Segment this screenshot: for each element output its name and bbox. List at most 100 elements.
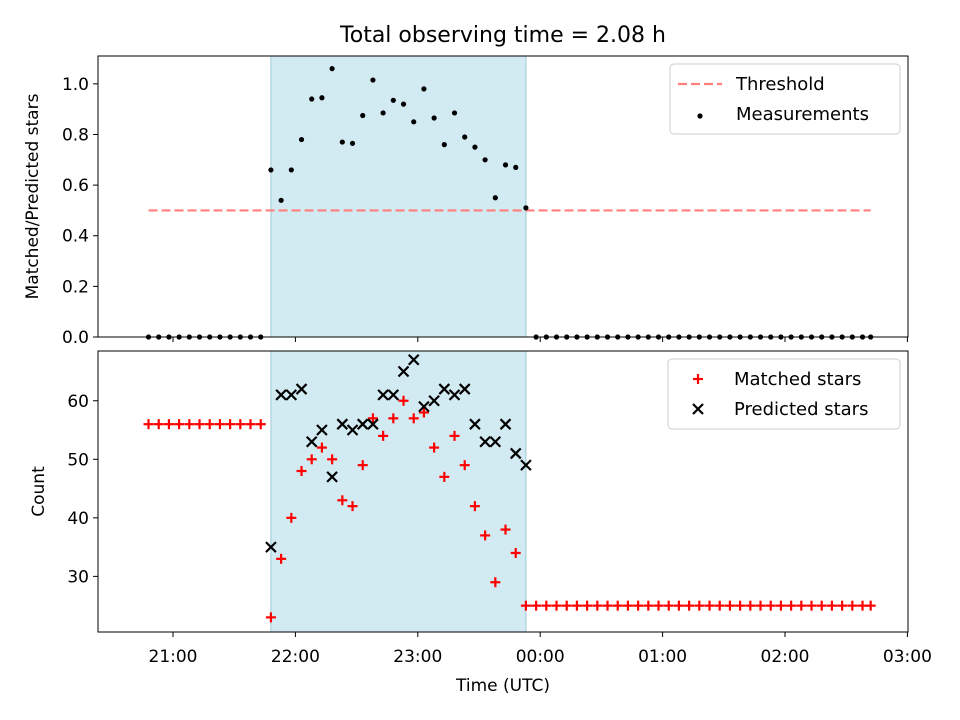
matched-stars-point xyxy=(865,600,876,611)
measurement-point xyxy=(421,86,427,92)
matched-stars-point xyxy=(388,413,399,424)
matched-stars-point xyxy=(561,600,572,611)
matched-stars-point xyxy=(276,553,287,564)
x-tick-label: 01:00 xyxy=(638,647,687,667)
x-tick-label: 22:00 xyxy=(271,647,320,667)
measurement-point xyxy=(288,167,294,173)
top-y-axis-label: Matched/Predicted stars xyxy=(23,93,43,299)
predicted-stars-point xyxy=(326,471,338,483)
x-axis-label: Time (UTC) xyxy=(455,676,550,696)
matched-stars-point xyxy=(755,600,766,611)
matched-stars-point xyxy=(643,600,654,611)
matched-stars-point xyxy=(245,419,256,430)
measurement-point xyxy=(400,101,407,107)
measurement-point xyxy=(298,136,305,143)
matched-stars-point xyxy=(480,530,491,541)
x-tick-label: 02:00 xyxy=(761,647,810,667)
measurement-point xyxy=(462,134,468,140)
matched-stars-point xyxy=(316,442,327,453)
predicted-stars-point xyxy=(367,418,379,430)
matched-stars-point xyxy=(449,430,460,441)
matched-stars-point xyxy=(582,600,593,611)
matched-stars-point xyxy=(622,600,633,611)
predicted-stars-point xyxy=(397,365,410,378)
matched-stars-point xyxy=(439,471,450,482)
matched-stars-point xyxy=(724,600,735,611)
matched-stars-point xyxy=(184,419,195,430)
y-tick-label: 0.8 xyxy=(62,125,89,145)
measurement-point xyxy=(329,66,335,72)
predicted-stars-point xyxy=(489,435,502,448)
measurement-point xyxy=(431,115,437,121)
matched-stars-point xyxy=(347,501,358,512)
matched-stars-point xyxy=(673,600,684,611)
predicted-stars-point xyxy=(448,389,461,401)
measurement-point xyxy=(360,112,366,119)
predicted-stars-point xyxy=(479,435,491,448)
legend-label: Measurements xyxy=(736,104,869,125)
matched-stars-point xyxy=(663,600,674,611)
measurement-point xyxy=(482,157,488,163)
y-tick-label: 0.4 xyxy=(62,227,89,247)
top-panel: 0.0 0.2 0.4 0.6 0.8 1.0 Total observing time … xyxy=(23,23,909,348)
measurement-point xyxy=(349,140,356,146)
predicted-stars-point xyxy=(387,389,400,401)
top-y-ticks: 0.0 0.2 0.4 0.6 0.8 1.0 xyxy=(62,75,98,348)
matched-stars-point xyxy=(398,395,409,406)
observing-window-shade xyxy=(270,351,526,632)
matched-stars-point xyxy=(337,495,348,506)
matched-stars-point xyxy=(367,413,378,424)
measurement-point xyxy=(513,164,519,170)
predicted-stars-point xyxy=(520,459,532,471)
matched-stars-point xyxy=(469,501,480,512)
matched-stars-point xyxy=(265,612,276,623)
matched-stars-point xyxy=(510,547,521,558)
predicted-stars-point xyxy=(285,389,298,401)
matched-stars-point xyxy=(694,600,705,611)
matched-stars-point xyxy=(286,512,297,523)
measurement-point xyxy=(339,139,345,145)
y-tick-label: 0.6 xyxy=(62,176,89,196)
predicted-stars-point xyxy=(377,389,389,401)
legend-label: Threshold xyxy=(735,74,825,95)
measurement-point xyxy=(411,119,417,125)
x-tick-label: 00:00 xyxy=(516,647,565,667)
matched-stars-point xyxy=(429,442,440,453)
predicted-stars-point xyxy=(356,418,369,430)
y-tick-label: 0.2 xyxy=(62,277,89,297)
matched-stars-point xyxy=(357,460,368,471)
observing-window-shade xyxy=(270,56,526,337)
bottom-axes-frame xyxy=(97,350,909,633)
predicted-stars-point xyxy=(499,418,512,430)
measurement-point xyxy=(319,95,325,101)
predicted-stars-point xyxy=(305,435,318,448)
predicted-stars-point xyxy=(458,383,471,395)
predicted-stars-point xyxy=(275,389,287,401)
matched-stars-point xyxy=(786,600,797,611)
matched-stars-point xyxy=(327,454,338,465)
matched-stars-point xyxy=(633,600,644,611)
matched-stars-point xyxy=(408,413,419,424)
matched-stars-point xyxy=(612,600,623,611)
measurement-point xyxy=(380,110,386,116)
bottom-y-axis-label: Count xyxy=(29,466,49,517)
predicted-stars-point xyxy=(265,541,277,553)
matched-stars-point xyxy=(531,600,542,611)
matched-stars-point xyxy=(551,600,562,611)
matched-stars-point xyxy=(153,419,164,430)
matched-stars-point xyxy=(296,466,307,477)
matched-stars-point xyxy=(806,600,817,611)
matched-stars-point xyxy=(602,600,613,611)
predicted-stars-point xyxy=(346,424,359,436)
matched-stars-point xyxy=(541,600,552,611)
predicted-stars-point xyxy=(295,383,308,395)
y-tick-label: 1.0 xyxy=(62,75,89,95)
y-tick-label: 30 xyxy=(67,567,89,587)
matched-stars-point xyxy=(255,419,266,430)
matched-stars-point xyxy=(163,419,174,430)
matched-stars-point xyxy=(826,600,837,611)
predicted-stars-point xyxy=(692,403,704,415)
matched-stars-point xyxy=(714,600,725,611)
matched-stars-point xyxy=(500,524,511,535)
matched-stars-point xyxy=(418,407,429,418)
